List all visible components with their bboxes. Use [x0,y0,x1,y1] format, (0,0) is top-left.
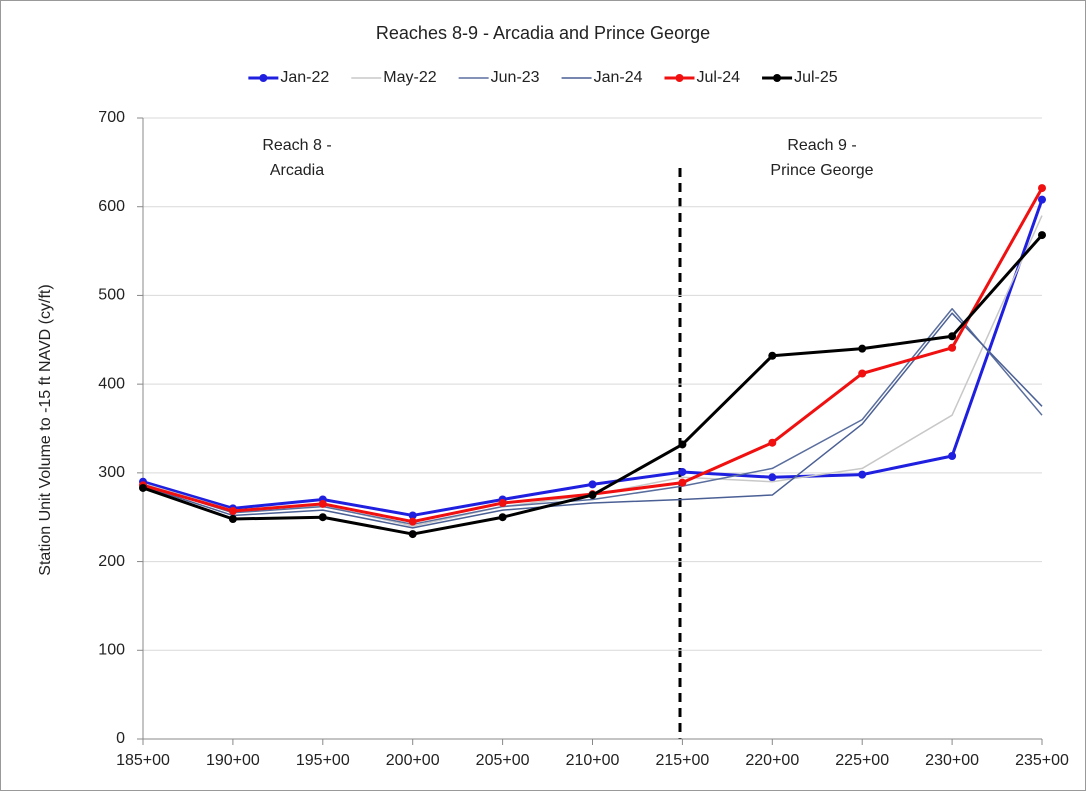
y-tick-label: 700 [98,109,125,126]
data-point [768,438,777,447]
data-point [139,483,147,492]
legend-marker [259,74,268,82]
x-tick-label: 235+00 [1015,752,1069,769]
x-tick-label: 195+00 [296,752,350,769]
x-tick-label: 210+00 [566,752,620,769]
annotation: Prince George [770,162,873,179]
legend: Jan-22 May-22 Jun-23 Jan-24 Jul-24 Jul-25 [248,69,838,86]
data-point [858,369,867,378]
data-point [768,351,777,360]
data-point [1038,231,1046,240]
y-tick-label: 100 [98,642,125,659]
data-point [948,452,957,461]
data-point [1038,184,1046,193]
legend-label: May-22 [383,69,436,86]
chart-title: Reaches 8-9 - Arcadia and Prince George [376,23,710,43]
data-point [408,511,417,520]
data-point [1038,195,1046,204]
legend-marker [675,74,684,82]
legend-label: Jan-24 [594,69,643,86]
y-tick-label: 500 [98,287,125,304]
y-axis-label: Station Unit Volume to -15 ft NAVD (cy/f… [37,284,54,575]
data-point [498,513,507,522]
series-line [142,312,1043,529]
data-point [948,332,957,341]
y-tick-label: 300 [98,464,125,481]
y-tick-label: 600 [98,198,125,215]
x-tick-label: 215+00 [655,752,709,769]
annotation: Reach 9 - [787,137,856,154]
y-tick-label: 0 [116,730,125,747]
annotation: Reach 8 - [262,137,331,154]
data-point [678,467,687,476]
x-tick-label: 185+00 [116,752,170,769]
legend-label: Jan-22 [280,69,329,86]
data-point [588,480,597,489]
data-point [318,499,327,508]
x-tick-label: 190+00 [206,752,260,769]
x-tick-label: 230+00 [925,752,979,769]
x-tick-label: 205+00 [476,752,530,769]
legend-label: Jul-25 [794,69,838,86]
data-point [948,343,957,352]
x-tick-label: 200+00 [386,752,440,769]
legend-marker [773,74,782,82]
data-point [858,344,867,353]
x-tick-label: 225+00 [835,752,889,769]
data-point [588,491,597,500]
data-point [678,478,687,487]
data-point [318,513,327,522]
series-line [142,307,1043,526]
data-point [408,530,417,539]
y-tick-label: 400 [98,375,125,392]
data-point [228,507,237,516]
data-point [858,470,867,479]
legend-label: Jun-23 [491,69,540,86]
x-tick-label: 220+00 [745,752,799,769]
data-point [408,517,417,526]
data-point [768,473,777,482]
y-tick-label: 200 [98,553,125,570]
data-point [498,499,507,508]
data-point [678,440,687,449]
data-point [228,514,237,523]
legend-label: Jul-24 [696,69,740,86]
annotation: Arcadia [270,162,324,179]
